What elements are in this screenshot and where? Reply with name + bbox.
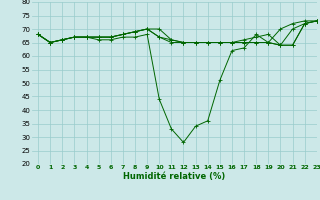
X-axis label: Humidité relative (%): Humidité relative (%) — [123, 172, 226, 181]
